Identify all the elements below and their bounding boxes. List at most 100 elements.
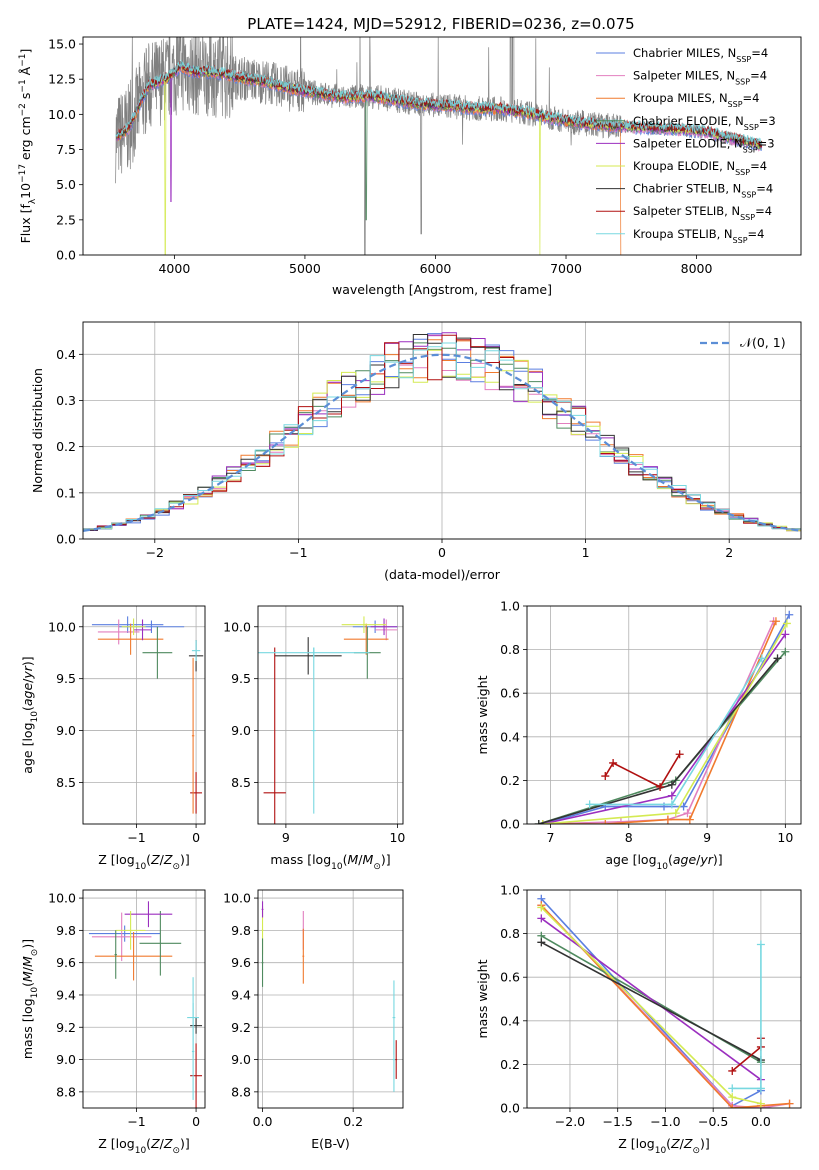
spectrum-ytick-label-3: 7.5 xyxy=(56,142,76,157)
massweight_vs_age-marker-1-1 xyxy=(616,817,625,824)
massweight_vs_Z-marker-4-0 xyxy=(537,914,546,923)
massweight_vs_Z-series-5 xyxy=(540,906,762,1105)
legend-label-0: Chabrier MILES, NSSP=4 xyxy=(633,46,768,64)
massweight_vs_age-marker-2-4 xyxy=(771,617,780,626)
massweight_vs_Z-ylabel-part-0: mass weight xyxy=(475,959,490,1038)
spectrum-xlabel: wavelength [Angstrom, rest frame] xyxy=(332,282,552,297)
massweight_vs_Z-marker-2-3 xyxy=(785,1099,794,1108)
legend-label-prefix-4: Salpeter ELODIE, N xyxy=(633,136,743,150)
mass_vs_EBV-xtick-label-1: 0.2 xyxy=(343,1114,363,1129)
legend-label-prefix-3: Chabrier ELODIE, N xyxy=(633,114,744,128)
legend-label-sub-5: SSP xyxy=(735,168,750,177)
massweight_vs_Z-xtick-label-0: −2.0 xyxy=(555,1114,585,1129)
residuals-xtick-label-1: −1 xyxy=(289,545,307,560)
age_vs_Z-ylabel-part-6: )] xyxy=(20,656,35,666)
spectrum-ylabel-part-9: −1 xyxy=(18,54,28,67)
massweight_vs_age-ytick-label-4: 0.8 xyxy=(500,642,520,657)
massweight_vs_Z-ytick-label-0: 0.0 xyxy=(500,1101,520,1116)
massweight_vs_Z-marker-5-2 xyxy=(756,1099,765,1108)
age_vs_mass-xlabel-part-3: M xyxy=(348,852,359,867)
massweight_vs_Z-marker-5-0 xyxy=(537,903,546,912)
mass_vs_Z-ylabel-part-5: M xyxy=(20,956,35,967)
residuals-ylabel: Normed distribution xyxy=(30,368,45,493)
legend-label-prefix-5: Kroupa ELODIE, N xyxy=(633,159,735,173)
legend-label-8: Kroupa STELIB, NSSP=4 xyxy=(633,227,764,245)
residuals-ylabel-part-0: Normed distribution xyxy=(30,368,45,493)
massweight_vs_age-xlabel-part-1: 10 xyxy=(657,862,669,872)
age_vs_Z-xlabel-part-6: ⊙ xyxy=(172,862,180,872)
massweight_vs_age-marker-0-3 xyxy=(679,802,688,811)
mass_vs_EBV-chart: 0.0 0.2 8.8 9.0 9.2 9.4 9.6 9.8 10.0 E(B-V) xyxy=(223,889,404,1151)
spectrum-xlabel-part-0: wavelength [Angstrom, rest frame] xyxy=(332,282,552,297)
spectrum-ylabel-part-3: −17 xyxy=(18,164,28,183)
age_vs_mass-xlabel-part-4: / xyxy=(358,852,363,867)
residuals-xtick-label-4: 2 xyxy=(725,545,733,560)
mass_vs_Z-ylabel-part-6: ⊙ xyxy=(30,949,40,957)
residuals-ytick-label-0: 0.0 xyxy=(56,532,76,547)
age_vs_mass-plot-area xyxy=(258,616,398,824)
massweight_vs_Z-marker-6-0 xyxy=(537,938,546,947)
legend-label-sub-7: SSP xyxy=(740,213,755,222)
mass_vs_Z-xlabel-part-7: )] xyxy=(180,1136,190,1151)
mass_vs_Z-ytick-label-5: 9.8 xyxy=(56,923,76,938)
age_vs_Z-xlabel-part-1: 10 xyxy=(135,862,147,872)
massweight_vs_Z-xlabel: Z [log10(Z/Z⊙)] xyxy=(618,1136,710,1156)
gaussian-curve xyxy=(83,353,801,532)
mass_vs_Z-ylabel-part-3: M xyxy=(20,971,35,982)
legend-label-suffix-3: =3 xyxy=(759,114,776,128)
legend-label-suffix-4: =3 xyxy=(758,136,775,150)
age_vs_mass-ytick-label-3: 10.0 xyxy=(223,619,251,634)
spectrum-ylabel-part-1: λ xyxy=(28,198,38,204)
age_vs_mass-ytick-label-1: 9.0 xyxy=(231,723,251,738)
massweight_vs_age-series-2 xyxy=(542,620,777,824)
massweight_vs_Z-ytick-label-4: 0.8 xyxy=(500,926,520,941)
massweight_vs_age-marker-0-4 xyxy=(785,610,794,619)
massweight_vs_age-marker-3-2 xyxy=(781,647,790,656)
massweight_vs_Z-ylabel: mass weight xyxy=(475,959,490,1038)
massweight_vs_age-ylabel: mass weight xyxy=(475,675,490,754)
massweight_vs_age-xtick-label-0: 7 xyxy=(547,830,555,845)
massweight_vs_Z-marker-8-2 xyxy=(728,1084,737,1093)
legend-label-suffix-6: =4 xyxy=(756,182,773,196)
massweight_vs_age-ylabel-part-0: mass weight xyxy=(475,675,490,754)
spectrum-ytick-label-6: 15.0 xyxy=(48,37,76,52)
mass_vs_EBV-ytick-label-0: 8.8 xyxy=(231,1084,251,1099)
age_vs_mass-xlabel-part-6: ⊙ xyxy=(373,862,381,872)
massweight_vs_age-series-7 xyxy=(604,753,681,788)
residuals-frame xyxy=(82,321,802,540)
age_vs_Z-xlabel-part-4: / xyxy=(160,852,165,867)
spectrum-ytick-label-2: 5.0 xyxy=(56,177,76,192)
legend-label-prefix-1: Salpeter MILES, N xyxy=(633,69,735,83)
mass_vs_Z-ytick-label-2: 9.2 xyxy=(56,1020,76,1035)
mass_vs_Z-xlabel-part-5: Z xyxy=(163,1136,173,1151)
residuals-ytick-label-1: 0.1 xyxy=(56,485,76,500)
age_vs_Z-xlabel: Z [log10(Z/Z⊙)] xyxy=(98,852,190,872)
mass_vs_Z-xlabel-part-4: / xyxy=(160,1136,165,1151)
legend-label-7: Salpeter STELIB, NSSP=4 xyxy=(633,204,772,222)
massweight_vs_age-marker-7-2 xyxy=(656,782,665,791)
mass_vs_EBV-frame xyxy=(257,889,404,1109)
spectrum-ylabel-part-5: −2 xyxy=(18,103,28,116)
residual-hist-8 xyxy=(83,342,801,530)
mass_vs_EBV-ytick-label-5: 9.8 xyxy=(231,923,251,938)
massweight_vs_age-marker-4-2 xyxy=(781,630,790,639)
residuals-ytick-label-4: 0.4 xyxy=(56,347,76,362)
age_vs_mass-ytick-label-0: 8.5 xyxy=(231,775,251,790)
mass_vs_Z-ytick-label-3: 9.4 xyxy=(56,987,76,1002)
mass_vs_Z-ylabel-part-2: ( xyxy=(20,982,35,987)
massweight_vs_age-frame xyxy=(526,605,802,825)
massweight_vs_Z-xtick-label-3: −0.5 xyxy=(698,1114,728,1129)
mass_vs_Z-xlabel-part-2: ( xyxy=(146,1136,151,1151)
legend-label-sub-8: SSP xyxy=(733,235,748,244)
massweight_vs_Z-series-2 xyxy=(540,904,790,1108)
spectrum-ytick-label-1: 2.5 xyxy=(56,212,76,227)
age_vs_mass-xlabel-part-0: mass [log xyxy=(270,852,331,867)
spectrum-ylabel-part-6: s xyxy=(18,93,33,104)
massweight_vs_age-ytick-label-1: 0.2 xyxy=(500,773,520,788)
massweight_vs_age-ytick-label-3: 0.6 xyxy=(500,686,520,701)
age_vs_mass-frame xyxy=(257,605,404,825)
massweight_vs_age-marker-2-2 xyxy=(663,815,672,824)
residuals-xlabel-part-0: (data-model)/error xyxy=(384,567,501,582)
massweight_vs_Z-ytick-label-2: 0.4 xyxy=(500,1013,520,1028)
